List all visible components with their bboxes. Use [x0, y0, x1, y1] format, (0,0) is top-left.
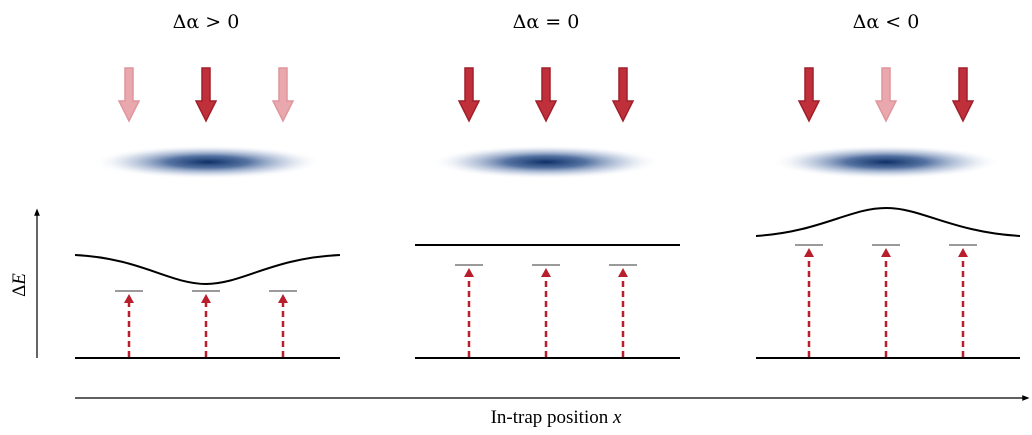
transition-arrowhead-zero-2 [541, 268, 551, 277]
transition-arrowhead-zero-1 [464, 268, 474, 277]
atom-cloud-zero [431, 145, 661, 179]
atom-cloud-negative [771, 145, 1001, 179]
transition-arrowhead-positive-1 [124, 294, 134, 303]
laser-beam-arrow-positive-3 [271, 67, 295, 123]
laser-beam-arrow-positive-2 [194, 67, 218, 123]
transition-arrowhead-negative-2 [881, 248, 891, 257]
laser-beams [117, 67, 975, 123]
excited-level-curve-negative [755, 206, 1021, 237]
transition-arrowhead-positive-3 [278, 294, 288, 303]
laser-beam-arrow-negative-2 [874, 67, 898, 123]
transition-arrows [115, 244, 977, 357]
panel-title-zero: Δα = 0 [513, 11, 580, 33]
laser-beam-arrow-zero-2 [534, 67, 558, 123]
transition-arrowhead-zero-3 [618, 268, 628, 277]
transition-arrowhead-positive-2 [201, 294, 211, 303]
panel-title-positive: Δα > 0 [173, 11, 240, 33]
excited-level-curve-positive [74, 254, 341, 286]
transition-arrowhead-negative-1 [804, 248, 814, 257]
laser-beam-arrow-negative-3 [951, 67, 975, 123]
laser-beam-arrow-zero-1 [457, 67, 481, 123]
laser-beam-arrow-negative-1 [797, 67, 821, 123]
energy-axis-label: ΔE [9, 273, 30, 297]
position-axis-label: In-trap position x [491, 407, 622, 428]
laser-beam-arrow-positive-1 [117, 67, 141, 123]
atom-cloud-positive [93, 145, 323, 179]
panel-title-negative: Δα < 0 [853, 11, 920, 33]
laser-beam-arrow-zero-3 [611, 67, 635, 123]
transition-arrowhead-negative-3 [958, 248, 968, 257]
energy-levels [74, 206, 1021, 359]
